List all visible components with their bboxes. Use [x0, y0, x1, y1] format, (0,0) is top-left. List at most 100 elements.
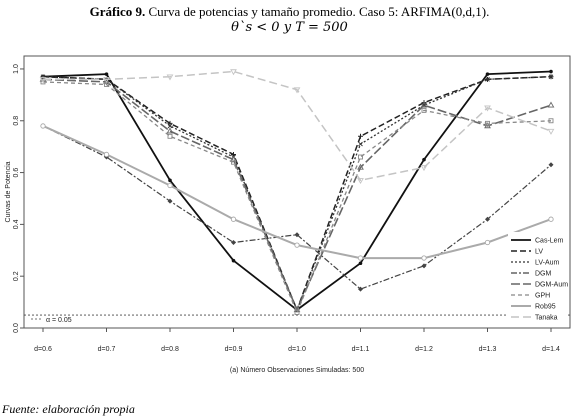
data-point — [357, 163, 364, 170]
legend-background — [508, 232, 568, 324]
legend-label: Cas-Lem — [535, 238, 564, 245]
x-tick-label: d=1.0 — [288, 346, 306, 353]
data-point — [358, 261, 363, 266]
legend-label: Rob95 — [535, 304, 556, 311]
series-line — [42, 76, 552, 311]
data-point — [166, 127, 174, 134]
data-point — [548, 118, 554, 124]
legend-label: Tanaka — [535, 315, 558, 322]
x-tick-label: d=1.3 — [479, 346, 497, 353]
data-point — [231, 258, 236, 263]
reference-line-group: α = 0.05 — [24, 314, 570, 324]
data-point — [485, 216, 490, 222]
x-tick-label: d=1.1 — [352, 346, 370, 353]
data-point — [548, 74, 554, 80]
legend-label: LV — [535, 249, 543, 256]
data-point — [484, 239, 491, 246]
data-point — [422, 157, 426, 162]
source-note: Fuente: elaboración propia — [2, 402, 135, 416]
data-point — [293, 87, 301, 94]
data-point — [294, 242, 300, 248]
chart-title-text: Curva de potencias y tamaño promedio. Ca… — [148, 4, 490, 19]
data-point — [547, 128, 555, 135]
data-point — [485, 120, 490, 126]
chart-title-label: Gráfico 9. — [89, 4, 146, 19]
data-point — [357, 255, 364, 261]
data-point — [230, 69, 237, 76]
data-point — [485, 72, 490, 76]
data-point — [358, 141, 363, 147]
data-point — [294, 232, 300, 238]
data-point — [485, 76, 490, 82]
data-point — [167, 182, 173, 189]
series-line — [42, 78, 552, 311]
alpha-legend-label: α = 0.05 — [46, 317, 72, 324]
power-curve-chart: 0.00.20.40.60.81.0 d=0.6 d=0.7 d=0.8 d=0.9 d… — [5, 55, 571, 374]
data-point — [231, 240, 236, 246]
series-cas-lem — [41, 69, 553, 312]
y-tick-label: 1.0 — [13, 64, 20, 74]
data-point — [549, 69, 553, 74]
data-point — [231, 159, 236, 165]
series-line — [42, 70, 552, 311]
data-point — [230, 155, 237, 162]
data-point — [358, 154, 363, 160]
data-point — [103, 77, 110, 84]
data-point — [421, 107, 427, 113]
data-point — [39, 77, 47, 84]
y-tick-label: 0.6 — [13, 168, 20, 178]
legend-label: DGM-Aum — [535, 282, 568, 289]
legend-label: LV-Aum — [535, 260, 560, 267]
data-point — [357, 178, 364, 185]
series-line — [43, 70, 552, 182]
x-tick-label: d=0.7 — [98, 346, 116, 353]
data-point — [104, 72, 109, 76]
data-point — [547, 101, 555, 108]
data-point — [421, 255, 427, 261]
data-point — [421, 263, 427, 269]
y-tick-label: 0.2 — [13, 271, 20, 281]
data-point — [548, 162, 554, 168]
title-block: Gráfico 9. Curva de potencias y tamaño p… — [0, 4, 579, 36]
series-group — [39, 69, 555, 315]
data-point — [167, 123, 173, 129]
series-dgm — [40, 123, 554, 292]
data-point — [548, 216, 554, 222]
data-point — [168, 178, 172, 183]
series-rob95 — [40, 123, 554, 261]
series-line — [42, 75, 552, 311]
chart-title: Gráfico 9. Curva de potencias y tamaño p… — [0, 4, 579, 20]
data-point — [166, 74, 174, 81]
data-point — [167, 133, 173, 139]
series-tanaka — [39, 69, 555, 185]
y-tick-label: 0.4 — [13, 219, 20, 229]
y-axis-label: Curvas de Potencia — [5, 161, 12, 222]
x-tick-label: d=0.6 — [34, 346, 52, 353]
x-axis: d=0.6 d=0.7 d=0.8 d=0.9 d=1.0 d=1.1 d=1.2 d=1.3… — [34, 328, 560, 353]
chart-subtitle: θ`s < 0 y T = 500 — [231, 20, 348, 35]
x-axis-label: (a) Número Observaciones Simuladas: 500 — [230, 367, 364, 374]
series-line — [42, 124, 552, 260]
data-point — [167, 198, 173, 204]
x-tick-label: d=1.4 — [542, 346, 560, 353]
legend: Cas-Lem LV LV-Aum DGM DGM-Aum GPH Rob95 Tanaka — [508, 232, 568, 324]
legend-label: DGM — [535, 271, 552, 278]
data-point — [103, 151, 110, 158]
data-point — [103, 78, 110, 85]
data-point — [420, 101, 428, 108]
y-tick-label: 0.8 — [13, 116, 20, 126]
y-tick-label: 0.0 — [13, 323, 20, 333]
series-line — [42, 81, 552, 314]
x-tick-label: d=0.9 — [225, 346, 243, 353]
data-point — [40, 123, 46, 129]
x-tick-label: d=0.8 — [161, 346, 179, 353]
data-point — [484, 105, 491, 112]
y-axis: 0.0 0.2 0.4 0.6 0.8 1.0 — [13, 64, 24, 333]
data-point — [167, 120, 173, 126]
series-lv — [40, 74, 554, 313]
series-lv-aum — [40, 74, 554, 313]
data-point — [294, 310, 300, 315]
data-point — [420, 165, 428, 172]
x-tick-label: d=1.2 — [415, 346, 433, 353]
series-line — [42, 125, 552, 290]
